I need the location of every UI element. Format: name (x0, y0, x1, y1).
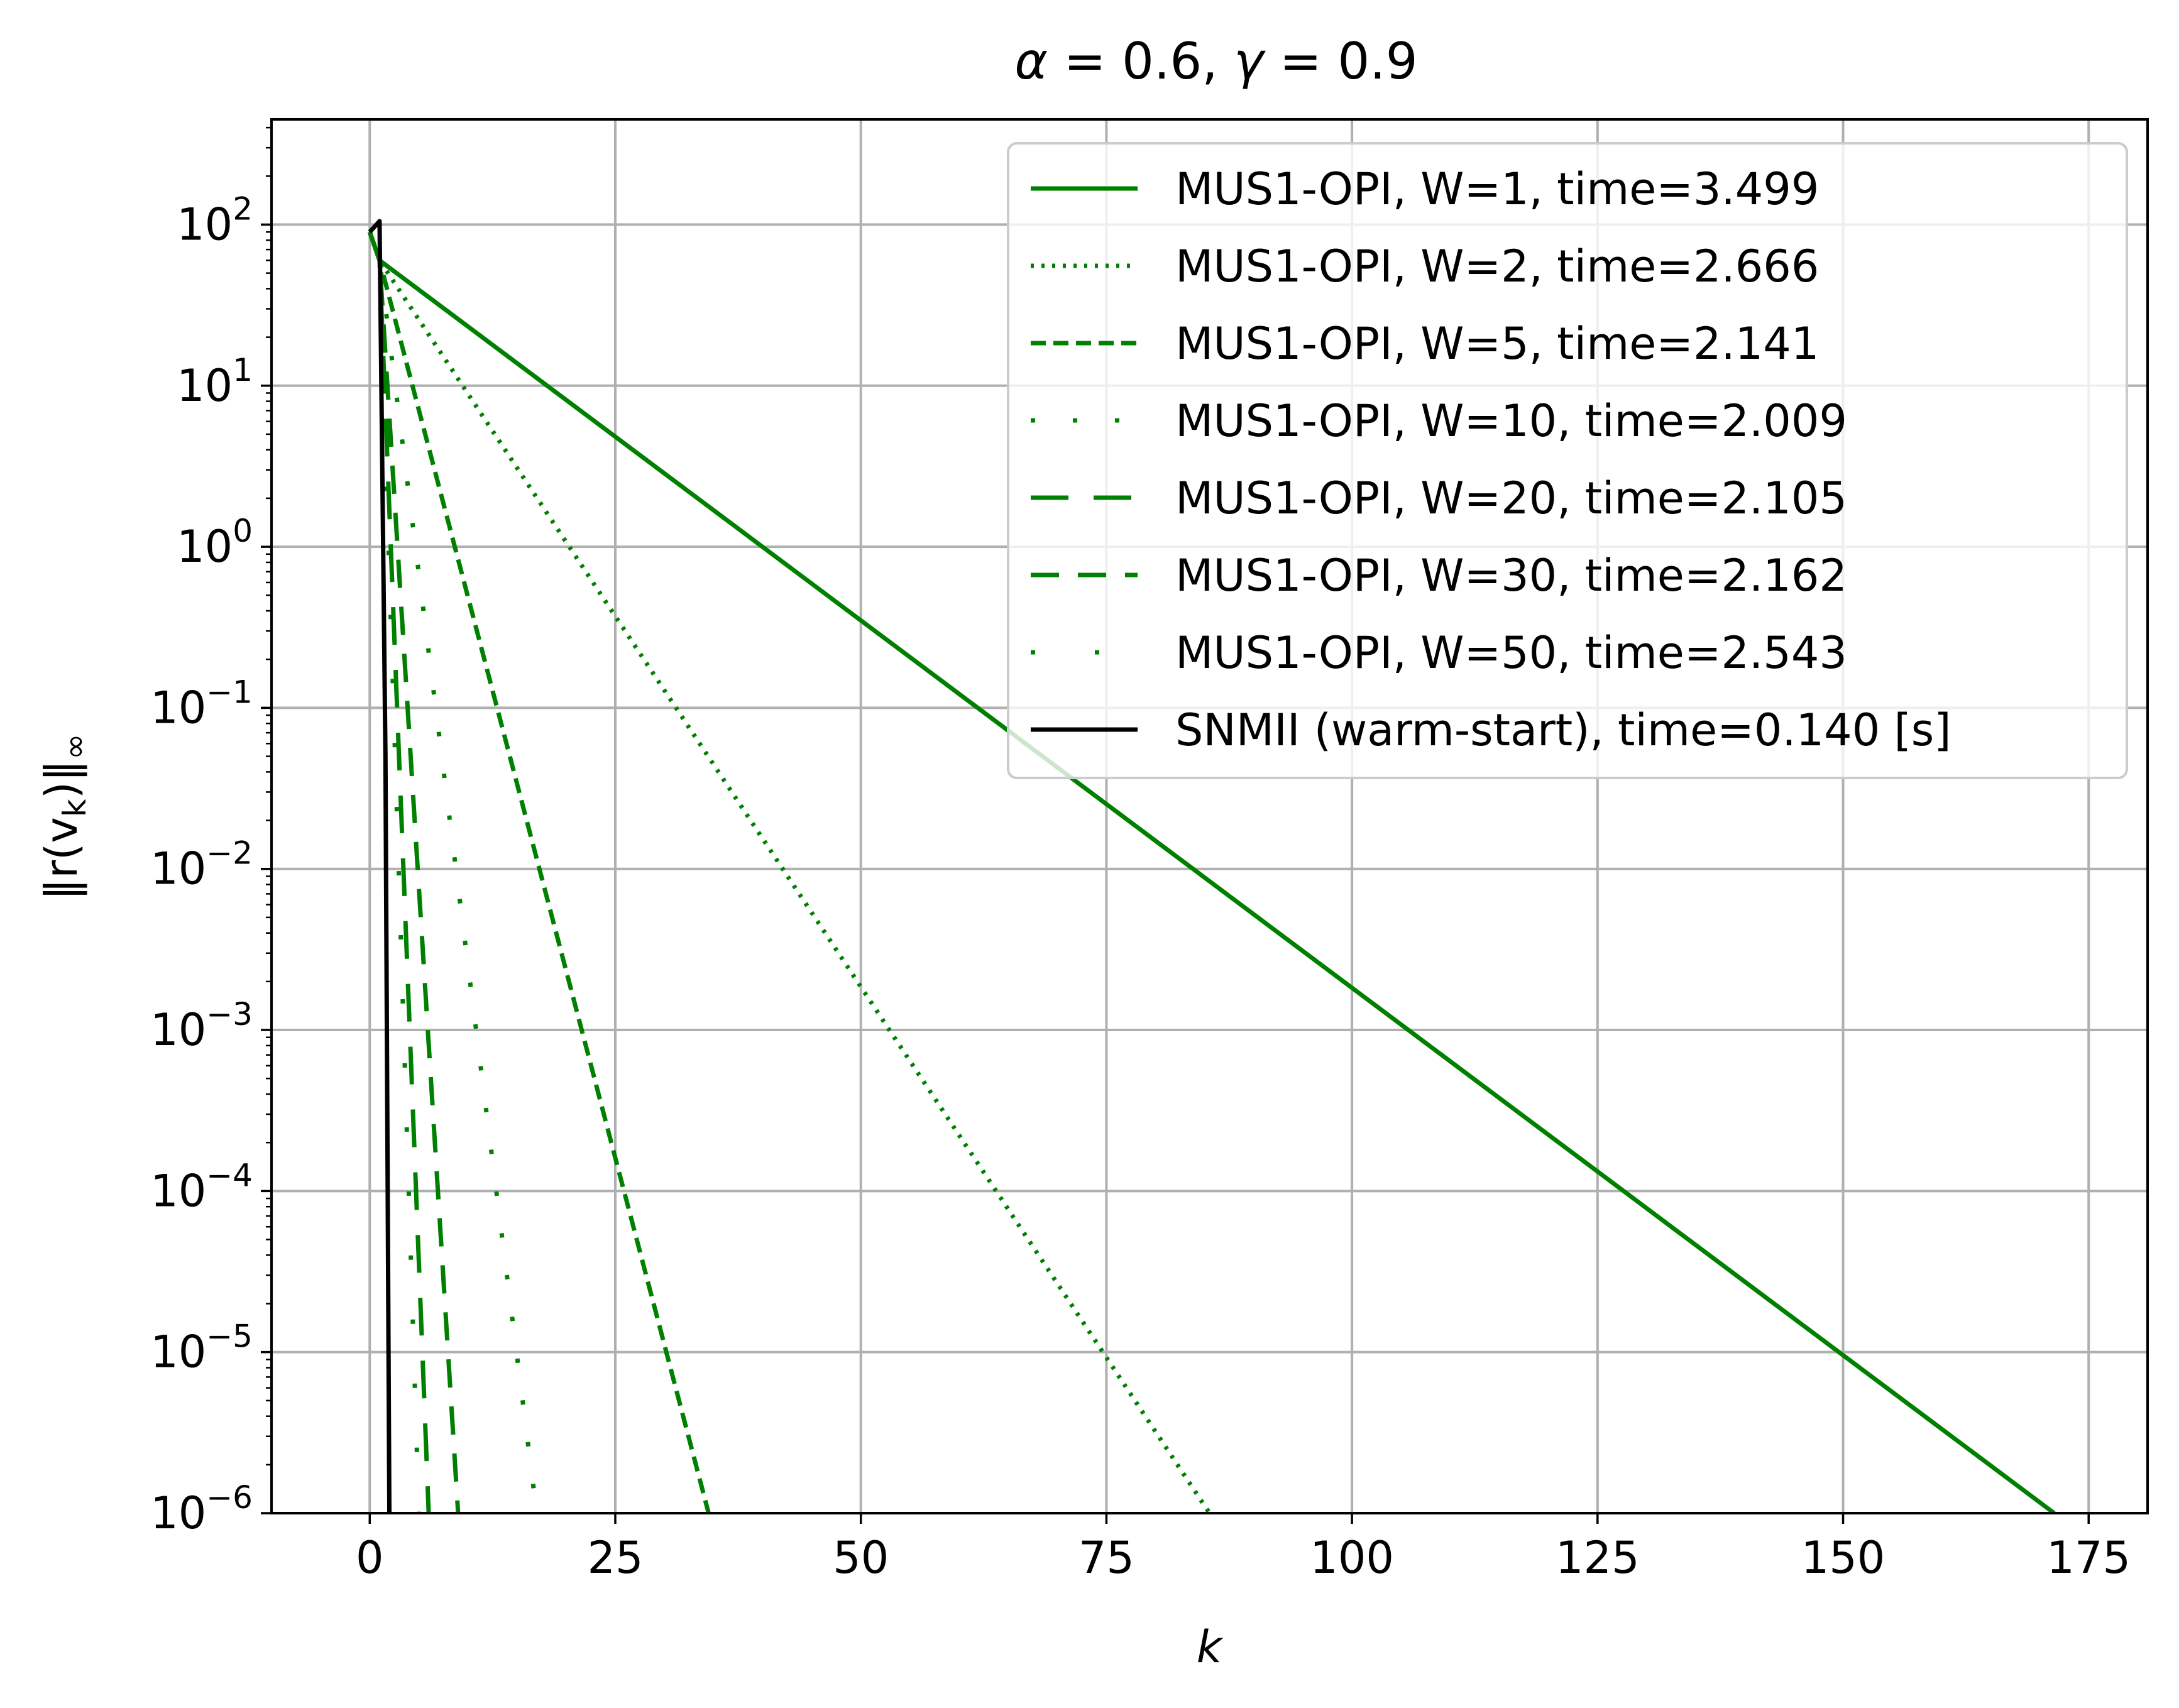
legend-label-3: MUS1-OPI, W=5, time=2.141 (1175, 318, 1819, 370)
x-tick-label: 175 (2046, 1532, 2131, 1584)
x-tick-label: 150 (1801, 1532, 1885, 1584)
y-tick-label: 101 (177, 352, 253, 412)
y-tick-label: 102 (177, 190, 253, 250)
x-tick-label: 100 (1310, 1532, 1394, 1584)
tick-marks (261, 223, 2090, 1524)
y-tick-label: 10−4 (150, 1157, 253, 1217)
y-tick-label: 10−1 (150, 674, 253, 733)
legend-label-4: MUS1-OPI, W=10, time=2.009 (1175, 395, 1847, 447)
y-tick-label: 10−5 (150, 1318, 253, 1378)
legend-label-7: MUS1-OPI, W=50, time=2.543 (1175, 627, 1847, 679)
y-tick-label: 10−2 (150, 835, 253, 895)
x-tick-labels: 0 25 50 75 100 125 150 175 (356, 1532, 2131, 1584)
x-tick-label: 75 (1079, 1532, 1134, 1584)
chart-title: α = 0.6, γ = 0.9 (1014, 32, 1417, 90)
x-tick-label: 125 (1556, 1532, 1640, 1584)
series-line-6 (367, 231, 461, 1513)
series-lines (367, 219, 2056, 1513)
plot-frame (270, 118, 2149, 1514)
y-tick-label: 10−3 (150, 996, 253, 1056)
y-tick-label: 10−6 (150, 1479, 253, 1539)
x-tick-label: 50 (833, 1532, 889, 1584)
legend-label-1: MUS1-OPI, W=1, time=3.499 (1175, 163, 1819, 215)
x-axis-label: k (1197, 1621, 1224, 1673)
series-line-8 (368, 219, 392, 1513)
legend-box (1007, 142, 2128, 779)
y-tick-labels: 102 101 100 10−1 10−2 10−3 10−4 10−5 10−6 (150, 190, 253, 1539)
legend-label-6: MUS1-OPI, W=30, time=2.162 (1175, 550, 1847, 601)
legend-label-5: MUS1-OPI, W=20, time=2.105 (1175, 473, 1847, 524)
y-tick-label: 100 (177, 513, 253, 572)
x-tick-label: 0 (356, 1532, 384, 1584)
x-tick-label: 25 (587, 1532, 643, 1584)
y-axis-label: ‖r(vk)‖∞ (36, 733, 93, 900)
legend: MUS1-OPI, W=1, time=3.499 MUS1-OPI, W=2, … (1007, 142, 2128, 779)
legend-label-2: MUS1-OPI, W=2, time=2.666 (1175, 241, 1819, 292)
legend-label-8: SNMII (warm-start), time=0.140 [s] (1175, 704, 1951, 756)
